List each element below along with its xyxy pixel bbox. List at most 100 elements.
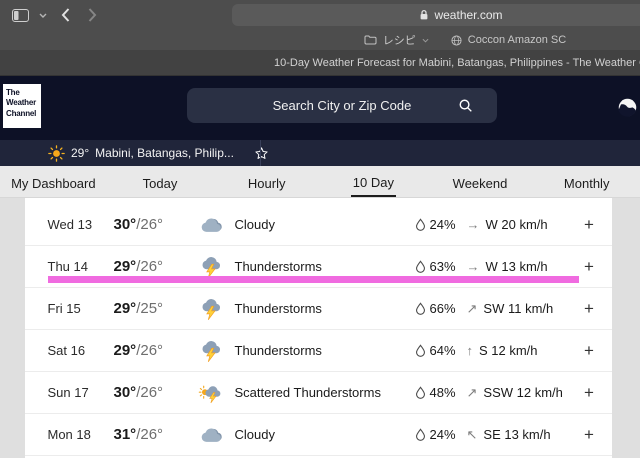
wind-direction-arrow: ↗ [466, 384, 478, 400]
forecast-card: Wed 13 30°/26° Cloudy 24% → W 20 km/h + T… [24, 198, 612, 458]
wind-cell: → W 20 km/h [467, 217, 567, 232]
condition-label: Cloudy [234, 427, 275, 442]
folder-icon [364, 35, 377, 45]
tab-my-dashboard[interactable]: My Dashboard [0, 166, 107, 197]
droplet-icon [415, 260, 426, 273]
condition-label: Scattered Thunderstorms [234, 385, 381, 400]
high-temp: 31° [113, 426, 137, 443]
temperature: 31°/26° [114, 426, 190, 443]
bookmark-folder[interactable]: レシピ [382, 35, 416, 47]
condition-label: Thunderstorms [234, 343, 322, 358]
search-placeholder: Search City or Zip Code [272, 98, 412, 113]
precip-cell: 24% [415, 427, 467, 442]
high-temp: 29° [113, 258, 137, 275]
low-temp: /26° [136, 258, 164, 275]
low-temp: /26° [136, 426, 164, 443]
current-temp: 29° [71, 146, 90, 160]
wind-value: W 13 km/h [485, 259, 548, 274]
expand-row-button[interactable]: + [584, 256, 594, 276]
temperature: 29°/25° [114, 300, 190, 317]
location-name: Mabini, Batangas, Philip... [95, 146, 234, 160]
expand-row-button[interactable]: + [584, 214, 594, 234]
tab-label: Hourly [247, 175, 286, 191]
forecast-row-sun-17[interactable]: Sun 17 30°/26° Scattered Thunderstorms 4… [24, 372, 612, 414]
forecast-nav: My Dashboard Today Hourly 10 Day Weekend… [0, 166, 640, 198]
precip-value: 24% [429, 427, 456, 442]
day-label: Fri 15 [47, 301, 81, 316]
high-temp: 29° [113, 342, 137, 359]
forward-button[interactable] [88, 8, 97, 22]
wind-value: SW 11 km/h [483, 301, 554, 316]
scattered-thunderstorms-icon [190, 380, 232, 406]
tab-label: My Dashboard [11, 175, 96, 191]
low-temp: /26° [136, 342, 164, 359]
lock-icon [421, 9, 428, 20]
droplet-icon [415, 302, 426, 315]
low-temp: /26° [136, 384, 164, 401]
precip-value: 24% [429, 217, 456, 232]
condition-label: Cloudy [234, 217, 275, 232]
globe-favicon-icon [451, 34, 462, 46]
cloudy-icon [190, 212, 232, 238]
expand-row-button[interactable]: + [584, 298, 594, 318]
divider [260, 140, 261, 166]
sun-icon [48, 144, 65, 162]
browser-toolbar: weather.com [0, 0, 640, 30]
site-header: The Weather Channel Search City or Zip C… [0, 76, 640, 140]
expand-row-button[interactable]: + [584, 382, 594, 402]
wind-direction-arrow: → [466, 217, 480, 232]
tab-10-day[interactable]: 10 Day [320, 166, 427, 197]
forecast-row-fri-15[interactable]: Fri 15 29°/25° Thunderstorms 66% ↗ SW 11 … [24, 288, 612, 330]
forecast-row-thu-14[interactable]: Thu 14 29°/26° Thunderstorms 63% → W 13 k… [24, 246, 612, 288]
language-globe-icon[interactable] [617, 97, 638, 123]
temperature: 30°/26° [114, 216, 190, 233]
droplet-icon [415, 344, 426, 357]
logo-line: Channel [6, 108, 37, 118]
tab-monthly[interactable]: Monthly [533, 166, 640, 197]
temperature: 29°/26° [114, 258, 190, 275]
droplet-icon [415, 386, 426, 399]
forecast-row-mon-18[interactable]: Mon 18 31°/26° Cloudy 24% ↖ SE 13 km/h + [24, 414, 612, 456]
favorite-star-icon[interactable] [254, 146, 269, 161]
wind-cell: → W 13 km/h [467, 259, 567, 274]
expand-row-button[interactable]: + [584, 340, 594, 360]
precip-value: 63% [429, 259, 456, 274]
wind-direction-arrow: ↑ [466, 343, 474, 358]
tab-hourly[interactable]: Hourly [213, 166, 320, 197]
tab-label: Monthly [563, 175, 610, 191]
tab-weekend[interactable]: Weekend [427, 166, 534, 197]
sidebar-toggle-icon[interactable] [12, 8, 29, 22]
back-button[interactable] [61, 8, 70, 22]
location-bar[interactable]: 29° Mabini, Batangas, Philip... [0, 140, 640, 166]
search-input[interactable]: Search City or Zip Code [187, 88, 497, 123]
bookmarks-bar: レシピ Coccon Amazon SC [0, 30, 640, 50]
tab-title: 10-Day Weather Forecast for Mabini, Bata… [274, 56, 640, 69]
tab-label: 10 Day [350, 167, 396, 197]
forecast-row-wed-13[interactable]: Wed 13 30°/26° Cloudy 24% → W 20 km/h + [24, 204, 612, 246]
cloudy-icon [190, 422, 232, 448]
high-temp: 30° [113, 384, 137, 401]
bookmark-site[interactable]: Coccon Amazon SC [467, 34, 567, 46]
address-bar[interactable]: weather.com [232, 4, 640, 26]
precip-cell: 66% [415, 301, 467, 316]
wind-value: W 20 km/h [485, 217, 548, 232]
day-label: Sat 16 [47, 343, 86, 358]
thunderstorm-icon [190, 296, 232, 322]
low-temp: /25° [136, 300, 164, 317]
day-label: Thu 14 [47, 259, 88, 274]
expand-row-button[interactable]: + [584, 424, 594, 444]
wind-cell: ↗ SW 11 km/h [467, 301, 567, 317]
tab-label: Today [142, 175, 178, 191]
twc-logo[interactable]: The Weather Channel [3, 84, 41, 128]
tab-bar[interactable]: 10-Day Weather Forecast for Mabini, Bata… [0, 50, 640, 76]
sidebar-chevron-down-icon[interactable] [39, 13, 47, 18]
forecast-row-sat-16[interactable]: Sat 16 29°/26° Thunderstorms 64% ↑ S 12 k… [24, 330, 612, 372]
search-icon[interactable] [458, 98, 473, 118]
precip-cell: 63% [415, 259, 467, 274]
droplet-icon [415, 428, 426, 441]
tab-today[interactable]: Today [107, 166, 214, 197]
precip-value: 64% [429, 343, 456, 358]
precip-cell: 24% [415, 217, 467, 232]
wind-cell: ↖ SE 13 km/h [467, 427, 567, 443]
